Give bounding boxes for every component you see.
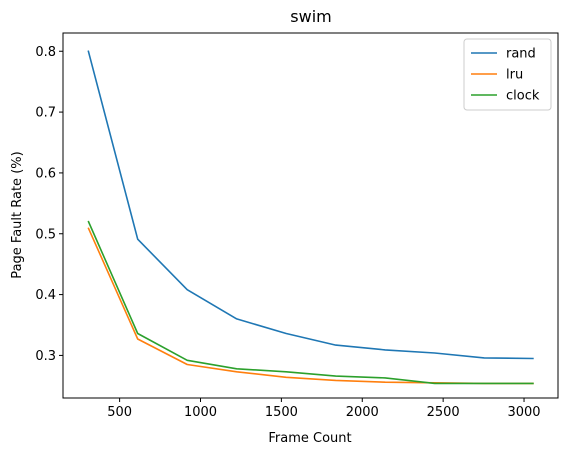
legend-label-clock: clock (506, 89, 540, 104)
x-tick-label: 2000 (346, 405, 379, 420)
y-tick-label: 0.6 (35, 166, 56, 181)
x-axis-label: Frame Count (268, 431, 351, 446)
y-tick-label: 0.3 (35, 349, 56, 364)
x-tick-label: 1500 (265, 405, 298, 420)
legend-box (463, 38, 552, 111)
legend-label-lru: lru (506, 68, 523, 83)
x-tick-label: 1000 (184, 405, 217, 420)
y-axis: 0.3 0.4 0.5 0.6 0.7 0.8 (35, 45, 63, 364)
series-line-clock (87, 220, 534, 385)
x-tick-label: 500 (107, 405, 132, 420)
y-tick-label: 0.4 (35, 288, 56, 303)
y-axis-label: Page Fault Rate (%) (10, 151, 25, 278)
y-tick-label: 0.5 (35, 227, 56, 242)
series-line-lru (87, 227, 534, 385)
x-tick-label: 2500 (427, 405, 460, 420)
y-tick-label: 0.7 (35, 106, 56, 121)
y-tick-label: 0.8 (35, 45, 56, 60)
x-tick-label: 3000 (507, 405, 540, 420)
plot-lines (87, 50, 534, 385)
x-axis: 500 1000 1500 2000 2500 3000 (107, 398, 541, 420)
plot-frame (62, 32, 559, 399)
legend: rand lru clock (463, 38, 552, 111)
series-line-rand (87, 50, 534, 360)
legend-label-rand: rand (506, 47, 536, 62)
chart-title: swim (290, 7, 331, 26)
